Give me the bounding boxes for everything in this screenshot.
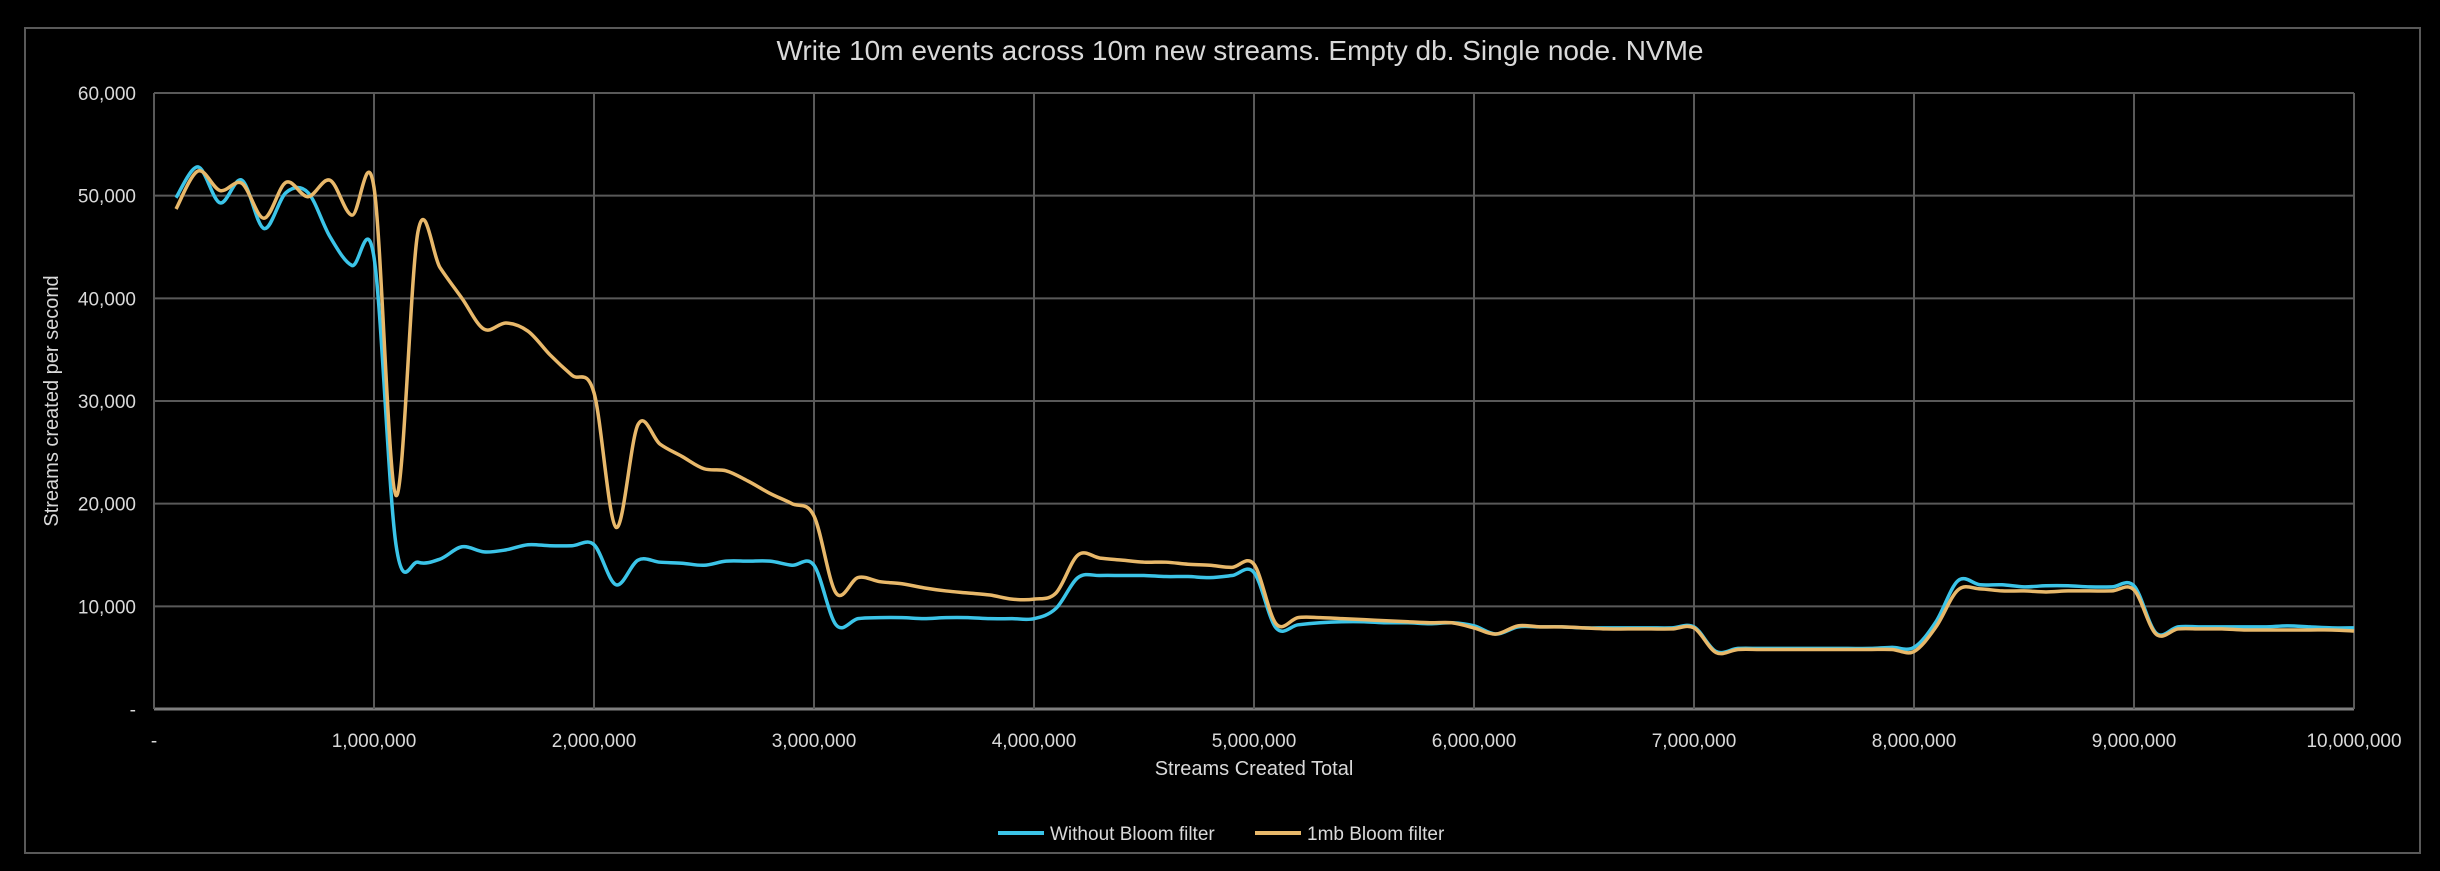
legend-label: 1mb Bloom filter	[1307, 824, 1445, 845]
legend-label: Without Bloom filter	[1050, 824, 1215, 845]
y-axis-title: Streams created per second	[41, 275, 63, 526]
x-tick-label: 5,000,000	[1212, 731, 1297, 752]
y-tick-label: 30,000	[78, 392, 136, 413]
x-tick-label: 7,000,000	[1652, 731, 1737, 752]
y-tick-label: 50,000	[78, 187, 136, 208]
y-tick-label: 20,000	[78, 495, 136, 516]
y-axis-ticks: - 10,000 20,000 30,000 40,000 50,000 60,000	[78, 84, 136, 721]
x-axis-ticks: - 1,000,000 2,000,000 3,000,000 4,000,000 5,0…	[151, 731, 2402, 752]
x-tick-label: 1,000,000	[332, 731, 417, 752]
chart-frame	[24, 27, 2421, 854]
legend-item: 1mb Bloom filter	[1255, 824, 1445, 845]
y-tick-label: 60,000	[78, 84, 136, 105]
y-tick-label: 40,000	[78, 289, 136, 310]
x-tick-label: -	[151, 731, 157, 752]
series-lines	[174, 165, 2355, 656]
x-tick-label: 4,000,000	[992, 731, 1077, 752]
x-tick-label: 8,000,000	[1872, 731, 1957, 752]
series-line-1	[174, 169, 2355, 656]
y-tick-label: 10,000	[78, 597, 136, 618]
x-tick-label: 9,000,000	[2092, 731, 2177, 752]
gridlines	[153, 92, 2355, 711]
legend: Without Bloom filter 1mb Bloom filter	[998, 824, 1445, 845]
chart-title: Write 10m events across 10m new streams.…	[777, 35, 1704, 66]
x-tick-label: 2,000,000	[552, 731, 637, 752]
legend-item: Without Bloom filter	[998, 824, 1215, 845]
y-tick-label: -	[130, 700, 136, 721]
x-tick-label: 3,000,000	[772, 731, 857, 752]
x-tick-label: 6,000,000	[1432, 731, 1517, 752]
series-line-0	[174, 165, 2355, 655]
x-axis-title: Streams Created Total	[1155, 758, 1354, 780]
x-tick-label: 10,000,000	[2306, 731, 2401, 752]
